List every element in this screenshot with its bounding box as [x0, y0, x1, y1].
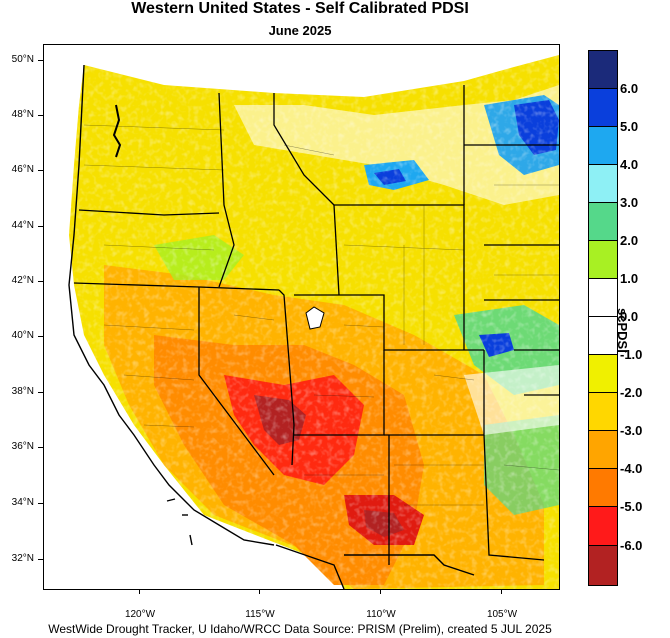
- lon-label-120: 120°W: [124, 609, 156, 620]
- lon-tick: [380, 589, 381, 594]
- legend-label: -2.0: [620, 385, 643, 400]
- drought-map-graphic: [44, 45, 559, 589]
- color-bar-segment: [589, 393, 617, 431]
- great-salt-lake: [305, 306, 325, 330]
- color-bar: [588, 50, 618, 586]
- color-bar-segment: [589, 127, 617, 165]
- color-bar-segment: [589, 431, 617, 469]
- color-bar-segment: [589, 51, 617, 89]
- lat-tick: [38, 226, 43, 227]
- lat-label-42: 42°N: [11, 275, 34, 286]
- lat-label-32: 32°N: [11, 553, 34, 564]
- lat-tick: [38, 336, 43, 337]
- lat-tick: [38, 170, 43, 171]
- legend-label: -4.0: [620, 461, 643, 476]
- legend-label: 5.0: [620, 119, 639, 134]
- lat-label-36: 36°N: [11, 441, 34, 452]
- legend-label: 2.0: [620, 233, 639, 248]
- color-bar-segment: [589, 89, 617, 127]
- color-bar-segment: [589, 507, 617, 546]
- lat-tick: [38, 559, 43, 560]
- lat-label-48: 48°N: [11, 109, 34, 120]
- puget-sound: [112, 104, 122, 158]
- legend-label: 3.0: [620, 195, 639, 210]
- lon-tick: [501, 589, 502, 594]
- lat-tick: [38, 115, 43, 116]
- color-bar-segment: [589, 317, 617, 355]
- lon-label-105: 105°W: [486, 609, 518, 620]
- color-bar-segment: [589, 203, 617, 241]
- legend-label: 4.0: [620, 157, 639, 172]
- legend-label: -6.0: [620, 538, 643, 553]
- lat-tick: [38, 447, 43, 448]
- color-bar-segment: [589, 165, 617, 203]
- color-bar-segment: [589, 546, 617, 585]
- state-borders: [73, 85, 559, 565]
- map-title: Western United States - Self Calibrated …: [131, 0, 469, 17]
- lat-label-44: 44°N: [11, 220, 34, 231]
- coastline: [68, 64, 275, 546]
- color-bar-segment: [589, 355, 617, 393]
- county-lines: [83, 124, 559, 506]
- legend-label: -3.0: [620, 423, 643, 438]
- legend-label: -1.0: [620, 347, 643, 362]
- legend-label: 6.0: [620, 81, 639, 96]
- lon-tick: [139, 589, 140, 594]
- drought-map: [43, 44, 560, 590]
- lat-label-38: 38°N: [11, 386, 34, 397]
- lat-tick: [38, 392, 43, 393]
- lat-label-40: 40°N: [11, 330, 34, 341]
- channel-islands: [166, 498, 193, 546]
- lat-label-46: 46°N: [11, 164, 34, 175]
- color-bar-segment: [589, 469, 617, 507]
- map-subtitle: June 2025: [268, 23, 332, 38]
- lat-label-50: 50°N: [11, 54, 34, 65]
- lon-label-115: 115°W: [245, 609, 275, 620]
- legend-title: scPDSI: [615, 308, 630, 353]
- color-bar-segment: [589, 241, 617, 279]
- lon-tick: [259, 589, 260, 594]
- data-texture: [44, 45, 559, 589]
- legend-label: 1.0: [620, 271, 639, 286]
- color-bar-segment: [589, 279, 617, 317]
- legend-label: -5.0: [620, 499, 643, 514]
- lat-tick: [38, 503, 43, 504]
- lat-tick: [38, 60, 43, 61]
- mexico-border-east: [344, 554, 475, 576]
- mexico-border: [275, 544, 345, 589]
- lat-label-34: 34°N: [11, 497, 34, 508]
- lon-label-110: 110°W: [366, 609, 396, 620]
- lat-tick: [38, 281, 43, 282]
- legend-label: 0.0: [620, 309, 639, 324]
- footer-credit: WestWide Drought Tracker, U Idaho/WRCC D…: [48, 622, 552, 636]
